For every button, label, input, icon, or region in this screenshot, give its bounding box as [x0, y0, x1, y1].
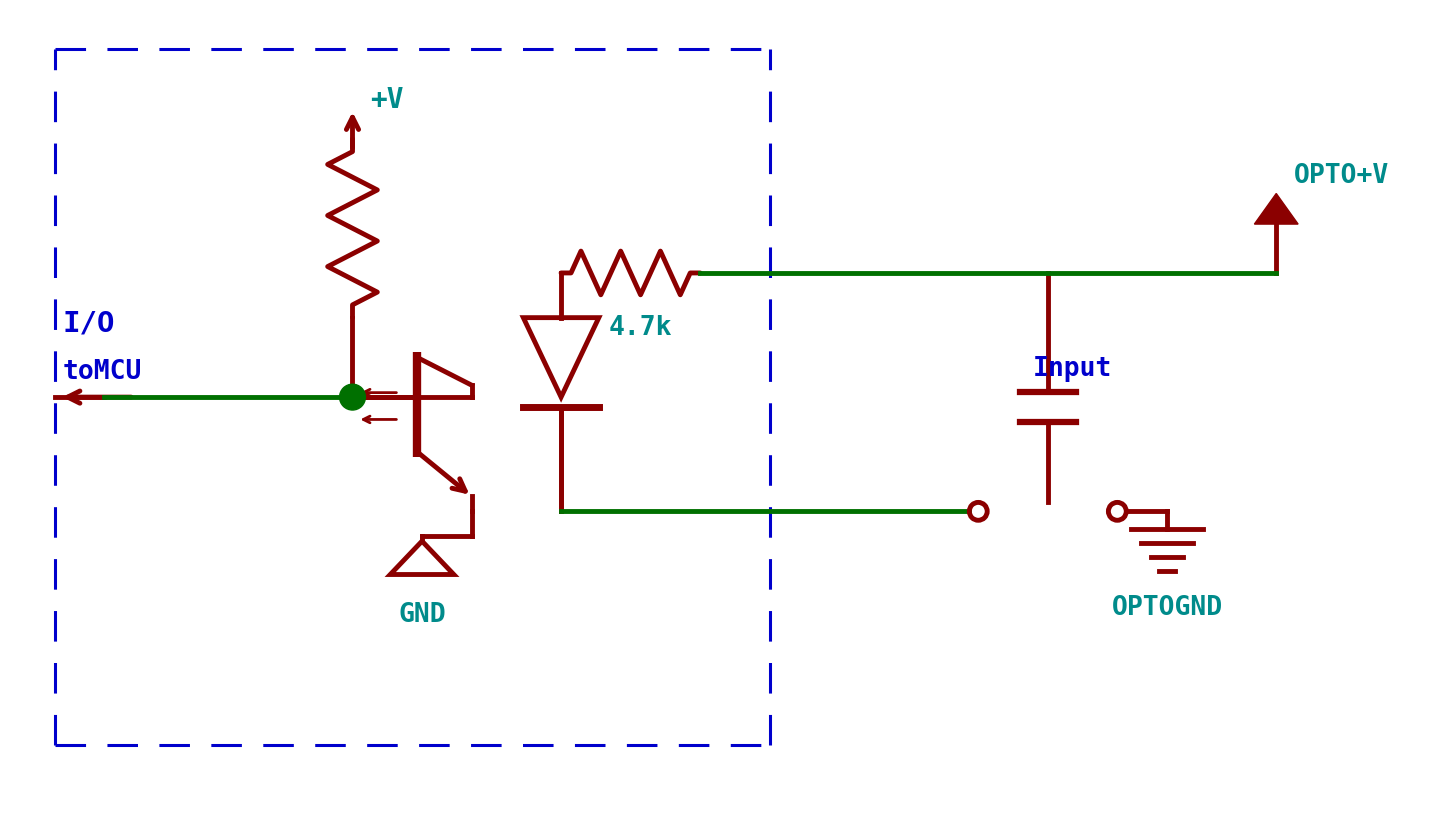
Text: Input: Input — [1033, 356, 1113, 382]
Text: +V: +V — [371, 86, 404, 114]
Text: I/O: I/O — [62, 309, 115, 337]
Text: toMCU: toMCU — [62, 359, 141, 385]
Text: GND: GND — [398, 602, 446, 629]
Circle shape — [339, 385, 365, 410]
Text: 4.7k: 4.7k — [609, 314, 672, 341]
Polygon shape — [1254, 194, 1299, 224]
Text: OPTO+V: OPTO+V — [1294, 163, 1390, 189]
Text: OPTOGND: OPTOGND — [1111, 595, 1222, 621]
